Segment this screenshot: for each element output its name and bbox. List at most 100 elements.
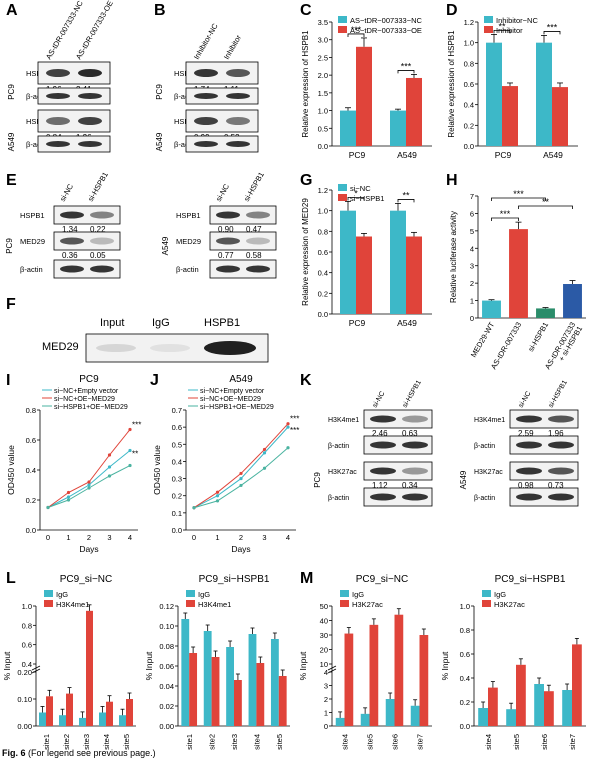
wb-e-a549-value-1-1: 0.90 xyxy=(218,225,234,234)
chart-j-ytick-label-4: 0.3 xyxy=(172,475,182,484)
chart-m1-bar-1-2 xyxy=(344,633,354,726)
chart-j-point-3-4 xyxy=(262,466,267,470)
wb-e-a549-blot-2 xyxy=(209,231,277,251)
wb-k-pc9-col-2: si-HSPB1 xyxy=(402,379,423,409)
chart-l1-ytick-low-label-3: 0.20 xyxy=(17,668,32,677)
chart-g-ytick-label-5: 0.8 xyxy=(318,227,328,236)
chart-j-xtick-2: 1 xyxy=(215,533,219,542)
chart-j-ytick-label-3: 0.2 xyxy=(172,492,182,501)
chart-j-point-1-4 xyxy=(262,451,267,455)
chart-m1-ytick-high-label-4: 40 xyxy=(320,617,328,626)
chart-m1-legend-swatch-1 xyxy=(340,590,349,597)
chart-g-ylabel: Relative expression of MED29 xyxy=(301,198,310,306)
chart-m1-bar-2-2 xyxy=(369,624,379,726)
chart-g-legend-swatch-2 xyxy=(338,194,347,201)
chart-g-legend-label-2: si−HSPB1 xyxy=(350,194,384,203)
chart-m2-ytick-label-2: 0.2 xyxy=(460,698,470,707)
wb-e-a549-blot-3-band-2 xyxy=(246,265,270,273)
chart-m1-ylabel: % Input xyxy=(298,651,308,680)
chart-l2-ytick-label-6: 0.10 xyxy=(159,622,174,631)
wb-k-a549-row-label-2: β-actin xyxy=(474,443,495,450)
wb-a-row-label-4: β-actin xyxy=(26,140,49,149)
wb-b-blot-2 xyxy=(185,87,259,105)
wb-k-pc9-blot-1-band-1 xyxy=(370,415,396,423)
chart-m2-xlabel-1: site4 xyxy=(484,734,493,750)
wb-k-pc9-blot-2-band-1 xyxy=(370,441,396,449)
wb-a-cell-2: A549 xyxy=(7,132,16,151)
chart-l1-ytick-high-label-2: 0.6 xyxy=(22,641,32,650)
chart-j: A549 0.0 0.1 0.2 0.3 0.4 0.5 0.6 0.7 OD450 value D… xyxy=(152,374,299,554)
chart-m1-ytick-low-label-4: 3 xyxy=(324,682,328,691)
chart-i-point-2-2 xyxy=(66,490,71,495)
chart-h-bar-1 xyxy=(482,300,501,318)
wb-e-a549-blot-2-band-2 xyxy=(246,237,270,245)
wb-f-blot-band-2 xyxy=(150,344,190,352)
chart-d-ytick-label-3: 0.4 xyxy=(464,101,474,110)
chart-m2-bar-4-1 xyxy=(562,690,572,726)
wb-f-lane-3: HSPB1 xyxy=(204,317,240,329)
chart-m2-bar-1-2 xyxy=(488,687,498,726)
wb-k-a549-value-3-2: 0.73 xyxy=(548,481,564,490)
wb-e-a549-cell: A549 xyxy=(161,236,170,255)
wb-f-row-label: MED29 xyxy=(42,341,79,353)
chart-c-bar-2-1 xyxy=(390,110,406,146)
chart-l2-xlabel-1: site1 xyxy=(185,734,194,750)
chart-d-bar-2-2 xyxy=(552,87,568,146)
chart-c-sig-bracket-1 xyxy=(347,33,365,37)
wb-k-pc9-blot-4 xyxy=(363,487,433,507)
chart-g-ytick-label-7: 1.2 xyxy=(318,186,328,195)
wb-e-pc9-blot-2 xyxy=(53,231,121,251)
wb-e-a549-value-1-2: 0.47 xyxy=(246,225,262,234)
chart-h-sig-3: *** xyxy=(513,189,524,199)
wb-a-blot-3 xyxy=(37,109,111,133)
chart-l2-bar-1-1 xyxy=(181,619,190,726)
chart-g-bar-2-1 xyxy=(390,210,406,314)
chart-l2-xlabel-2: site2 xyxy=(208,734,217,750)
chart-j-ytick-label-5: 0.4 xyxy=(172,457,182,466)
chart-m1-bar-2-1 xyxy=(360,713,370,726)
wb-e-pc9-col-2: si-HSPB1 xyxy=(86,170,110,203)
wb-b-cell-1: PC9 xyxy=(155,84,164,100)
wb-b-blot-4 xyxy=(185,135,259,153)
chart-l2-bar-1-2 xyxy=(189,653,198,726)
wb-b-blot-2-band-1 xyxy=(194,93,218,99)
panel-letter-d: D xyxy=(446,2,458,19)
panel-letter-j: J xyxy=(150,372,159,389)
chart-l1-ytick-low-label-1: 0.00 xyxy=(17,722,32,731)
chart-l2-bar-3-2 xyxy=(234,680,242,726)
chart-j-point-3-1 xyxy=(192,506,196,510)
chart-l1-xlabel-2: site2 xyxy=(62,734,71,750)
panel-letter-g: G xyxy=(300,172,313,189)
wb-k-a549-row-label-4: β-actin xyxy=(474,495,495,502)
chart-c-sig-bracket-2 xyxy=(397,70,415,74)
wb-e-pc9-value-1-1: 1.34 xyxy=(62,225,78,234)
chart-j-point-2-5 xyxy=(286,422,290,426)
chart-j-legend-label-2: si−NC+OE−MED29 xyxy=(200,396,261,403)
chart-d-sig-2: *** xyxy=(547,22,558,32)
chart-i-point-3-2 xyxy=(66,498,71,502)
wb-k-a549-blot-1-band-1 xyxy=(516,415,542,423)
wb-b-blot-4-band-2 xyxy=(226,141,250,147)
panel-letter-i: I xyxy=(6,372,11,389)
chart-c-ytick-label-3: 1.0 xyxy=(318,107,328,116)
chart-l2-legend-label-2: H3K4me1 xyxy=(198,600,231,609)
chart-j-point-2-3 xyxy=(239,471,243,476)
wb-k-pc9-col-1: si-NC xyxy=(372,390,387,409)
wb-k-a549-blot-3-band-2 xyxy=(548,467,574,475)
chart-l2-bar-4-2 xyxy=(256,663,265,726)
chart-l2-legend-swatch-2 xyxy=(186,600,195,607)
chart-l2-xlabel-4: site4 xyxy=(252,734,261,750)
chart-h-ytick-label-2: 1 xyxy=(470,297,474,306)
chart-m2-ytick-label-1: 0.0 xyxy=(460,722,470,731)
wb-k-pc9-blot-1 xyxy=(363,409,433,429)
chart-l1-bar-3-2 xyxy=(86,610,93,726)
chart-j-sig-1: *** xyxy=(290,415,299,424)
chart-i-sig-1: *** xyxy=(132,421,141,430)
wb-k-a549-row-label-1: H3K4me1 xyxy=(474,417,505,424)
wb-e-pc9-row-label-2: MED29 xyxy=(20,237,45,246)
wb-a-blot-3-band-2 xyxy=(78,117,102,125)
chart-d-ytick-label-4: 0.6 xyxy=(464,80,474,89)
